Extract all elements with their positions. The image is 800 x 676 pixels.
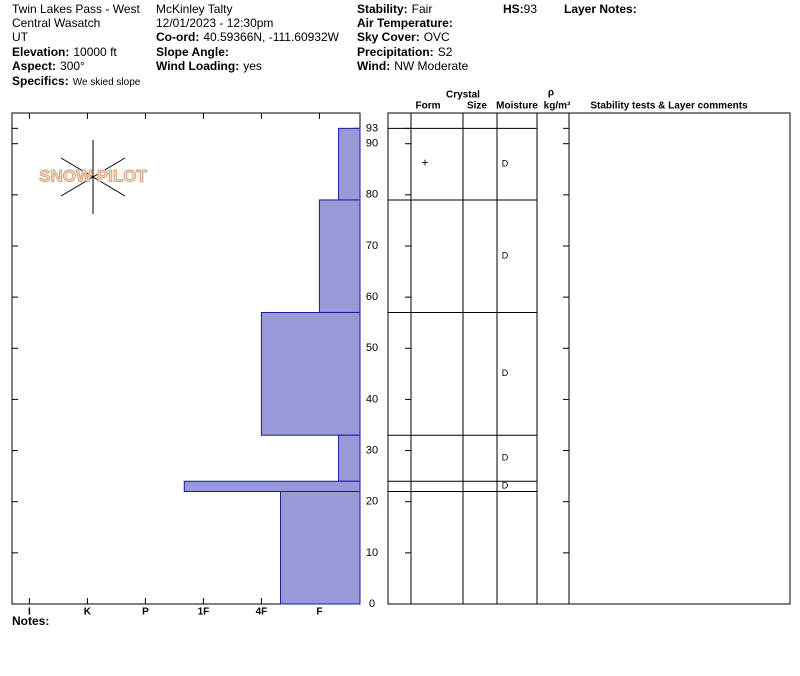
hardness-bar [338,434,361,482]
hardness-bar [183,480,361,492]
field: Sky Cover: OVC [357,30,450,44]
field-label: Wind: [357,59,390,73]
field-value: McKinley Talty [156,2,232,16]
y-tick-label: 50 [366,342,378,354]
moisture: D [502,251,509,261]
field: Twin Lakes Pass - West [12,2,140,16]
y-tick-label: 90 [366,138,378,150]
hardness-bar [338,127,361,201]
field-value: Central Wasatch [12,16,100,30]
field-label: HS: [503,2,524,16]
field: Aspect: 300° [12,59,85,73]
field: HS:93 [503,2,537,16]
field-value: UT [12,30,29,44]
field: Wind Loading: yes [156,59,262,73]
table-header: ρ [548,88,554,99]
y-tick-label: 80 [366,189,378,201]
field-value: 10000 ft [73,45,117,59]
hardness-bar [318,199,361,313]
moisture: D [502,481,509,491]
field-value: 93 [524,2,538,16]
hardness-bar [260,311,361,436]
field-label: Aspect: [12,59,56,73]
field: Precipitation: S2 [357,45,453,59]
x-tick-label: 4F [256,607,268,618]
field: UT [12,30,29,44]
crystal-form: + [421,156,428,170]
field-value: We skied slope [73,77,141,88]
field: Slope Angle: [156,45,229,59]
field: McKinley Talty [156,2,232,16]
field-label: Slope Angle: [156,45,229,59]
y-tick-label: 20 [366,496,378,508]
table-header: Moisture [496,101,538,112]
logo-text: SNOW PILOT [39,166,147,185]
y-tick-label: 70 [366,240,378,252]
field-value: 300° [60,59,85,73]
field: Elevation: 10000 ft [12,45,117,59]
field: Co-ord: 40.59366N, -111.60932W [156,30,340,44]
y-tick-label: 60 [366,291,378,303]
field: Wind: NW Moderate [357,59,469,73]
field: Stability: Fair [357,2,432,16]
field: Specifics: We skied slope [12,74,141,88]
field: Central Wasatch [12,16,100,30]
moisture: D [502,453,509,463]
x-tick-label: 1F [198,607,210,618]
field: Layer Notes: [564,2,637,16]
y-tick-label: 93 [366,122,378,134]
x-tick-label: P [142,607,149,618]
field-value: Fair [412,2,433,16]
field: 12/01/2023 - 12:30pm [156,16,273,30]
field-value: OVC [424,30,450,44]
table-header: Stability tests & Layer comments [590,101,748,112]
logo [60,140,126,214]
y-tick-label: 0 [369,598,375,610]
field-value: yes [243,59,262,73]
field-value: 12/01/2023 - 12:30pm [156,16,273,30]
field-label: Elevation: [12,45,69,59]
field-label: Wind Loading: [156,59,239,73]
field-value: NW Moderate [394,59,468,73]
y-tick-label: 10 [366,547,378,559]
field: Air Temperature: [357,16,453,30]
x-tick-label: F [316,607,322,618]
field-value: 40.59366N, -111.60932W [203,30,339,44]
y-tick-label: 30 [366,444,378,456]
table-header: Form [416,101,441,112]
field-label: Stability: [357,2,408,16]
field-label: Notes: [12,614,49,628]
table-header: kg/m³ [544,101,571,112]
y-tick-label: 40 [366,393,378,405]
table-header: Crystal [446,90,480,101]
field-label: Specifics: [12,74,69,88]
field-label: Air Temperature: [357,16,453,30]
x-tick-label: K [84,607,92,618]
table-header: Size [467,101,487,112]
field-value: S2 [438,45,453,59]
field-value: Twin Lakes Pass - West [12,2,140,16]
field-label: Precipitation: [357,45,434,59]
hardness-bar [280,490,361,605]
field-label: Co-ord: [156,30,199,44]
field-label: Layer Notes: [564,2,637,16]
layer-table-frame [387,112,791,605]
field-label: Sky Cover: [357,30,420,44]
x-tick-label: I [28,607,31,618]
moisture: D [502,159,509,169]
moisture: D [502,368,509,378]
field: Notes: [12,614,49,628]
